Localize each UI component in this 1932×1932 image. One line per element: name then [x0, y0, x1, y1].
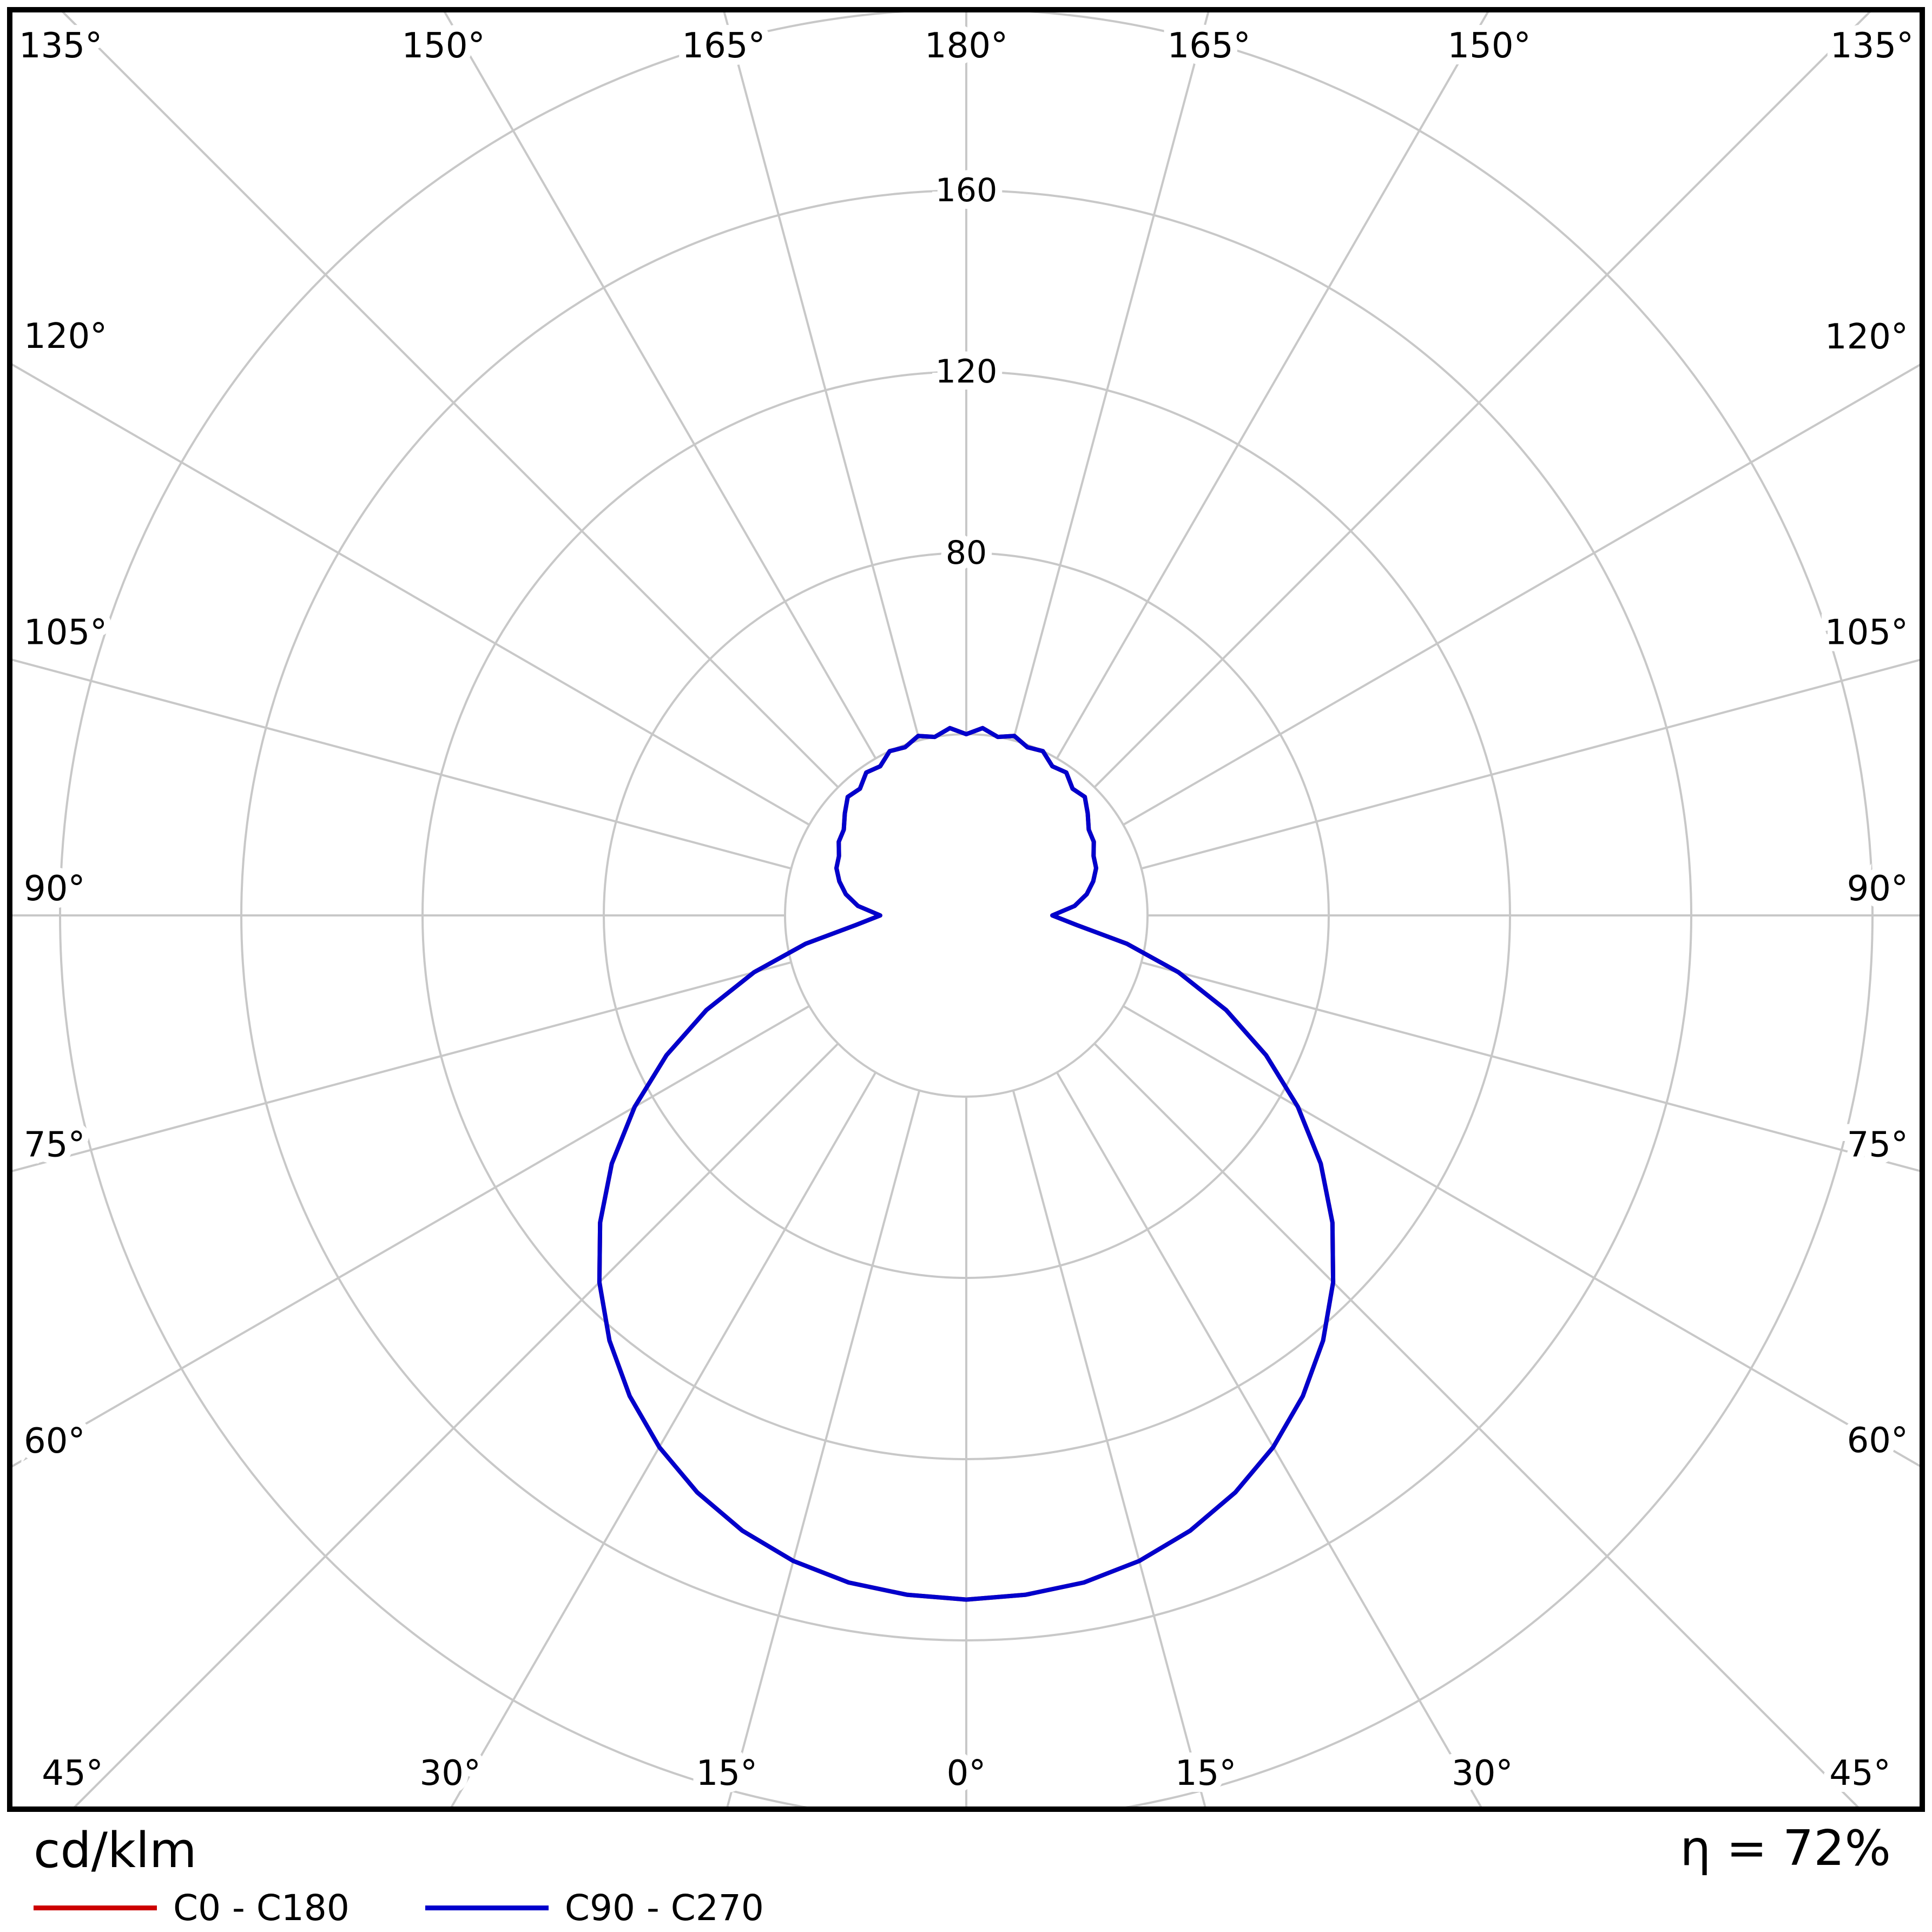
- angle-label-30-left: 30°: [419, 1753, 480, 1793]
- angle-label-90-right: 90°: [1847, 869, 1908, 909]
- legend-swatch-blue: [425, 1905, 549, 1910]
- angle-label-120-right: 120°: [1825, 317, 1908, 357]
- angle-label-135-right: 135°: [1830, 26, 1914, 66]
- angle-label-150-left: 150°: [401, 26, 485, 66]
- legend-item-c0-c180: C0 - C180: [34, 1887, 350, 1929]
- angle-label-165-left: 165°: [682, 26, 765, 66]
- angle-label-30-right: 30°: [1452, 1753, 1513, 1793]
- unit-label: cd/klm: [34, 1822, 197, 1879]
- legend-label-c0-c180: C0 - C180: [173, 1887, 350, 1929]
- angle-labels: 0° 15° 15° 30° 30° 45° 45° 60° 60° 75° 75° 90° 90° 10…: [12, 19, 1921, 1801]
- angle-label-150-right: 150°: [1447, 26, 1531, 66]
- angle-label-75-right: 75°: [1847, 1125, 1908, 1165]
- angle-label-120-left: 120°: [24, 316, 107, 357]
- angle-label-15-right: 15°: [1175, 1753, 1236, 1793]
- angle-label-135-left: 135°: [19, 26, 102, 66]
- ring-labels: 80 120 160: [928, 164, 1005, 579]
- angle-label-105-right: 105°: [1825, 613, 1908, 653]
- curve-C90-C270: [597, 726, 1336, 1602]
- angle-label-15-left: 15°: [696, 1753, 757, 1793]
- efficiency-label: η = 72%: [1680, 1820, 1891, 1877]
- legend-swatch-red: [34, 1905, 157, 1910]
- ring-label-160: 160: [935, 172, 998, 209]
- angle-label-45-right: 45°: [1829, 1753, 1890, 1793]
- angle-label-165-right: 165°: [1167, 26, 1250, 66]
- angle-label-60-right: 60°: [1847, 1421, 1908, 1461]
- plot-border: [7, 7, 1925, 1812]
- angle-label-180: 180°: [925, 26, 1008, 66]
- angle-label-75-left: 75°: [24, 1125, 85, 1165]
- legend: C0 - C180 C90 - C270: [34, 1887, 764, 1929]
- angle-label-0: 0°: [947, 1753, 986, 1793]
- ring-label-120: 120: [935, 353, 998, 391]
- ring-label-80: 80: [946, 534, 987, 572]
- legend-label-c90-c270: C90 - C270: [564, 1887, 764, 1929]
- angle-label-60-left: 60°: [24, 1421, 85, 1461]
- angle-label-105-left: 105°: [24, 612, 107, 652]
- angle-label-45-left: 45°: [42, 1753, 103, 1793]
- angle-label-90-left: 90°: [24, 869, 85, 909]
- legend-item-c90-c270: C90 - C270: [425, 1887, 764, 1929]
